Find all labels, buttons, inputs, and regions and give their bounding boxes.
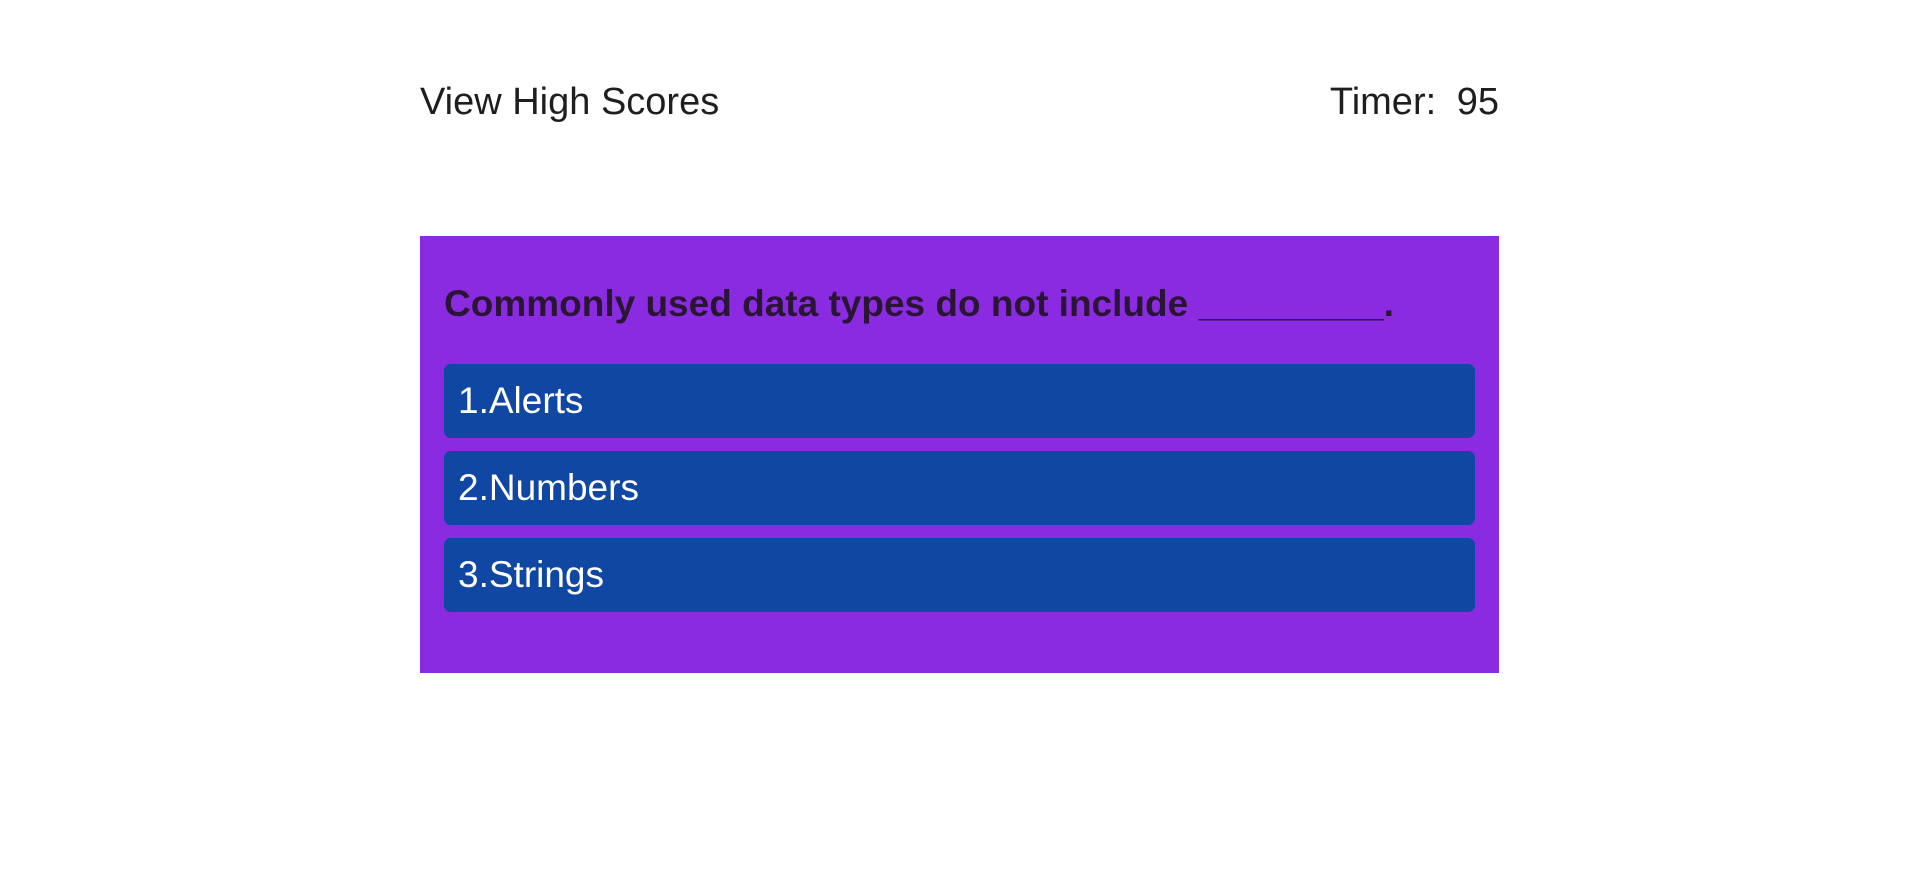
quiz-card: Commonly used data types do not include …: [420, 236, 1499, 673]
answer-list: 1.Alerts 2.Numbers 3.Strings: [444, 364, 1475, 612]
question-text: Commonly used data types do not include …: [444, 283, 1394, 324]
timer-label: Timer:: [1329, 81, 1437, 123]
view-high-scores-link[interactable]: View High Scores: [420, 81, 720, 123]
header: View High Scores Timer: 95: [420, 72, 1499, 132]
timer: Timer: 95: [1330, 72, 1499, 132]
timer-value: 95: [1456, 81, 1499, 123]
answer-button-numbers[interactable]: 2.Numbers: [444, 451, 1475, 525]
answer-button-strings[interactable]: 3.Strings: [444, 538, 1475, 612]
answer-button-alerts[interactable]: 1.Alerts: [444, 364, 1475, 438]
